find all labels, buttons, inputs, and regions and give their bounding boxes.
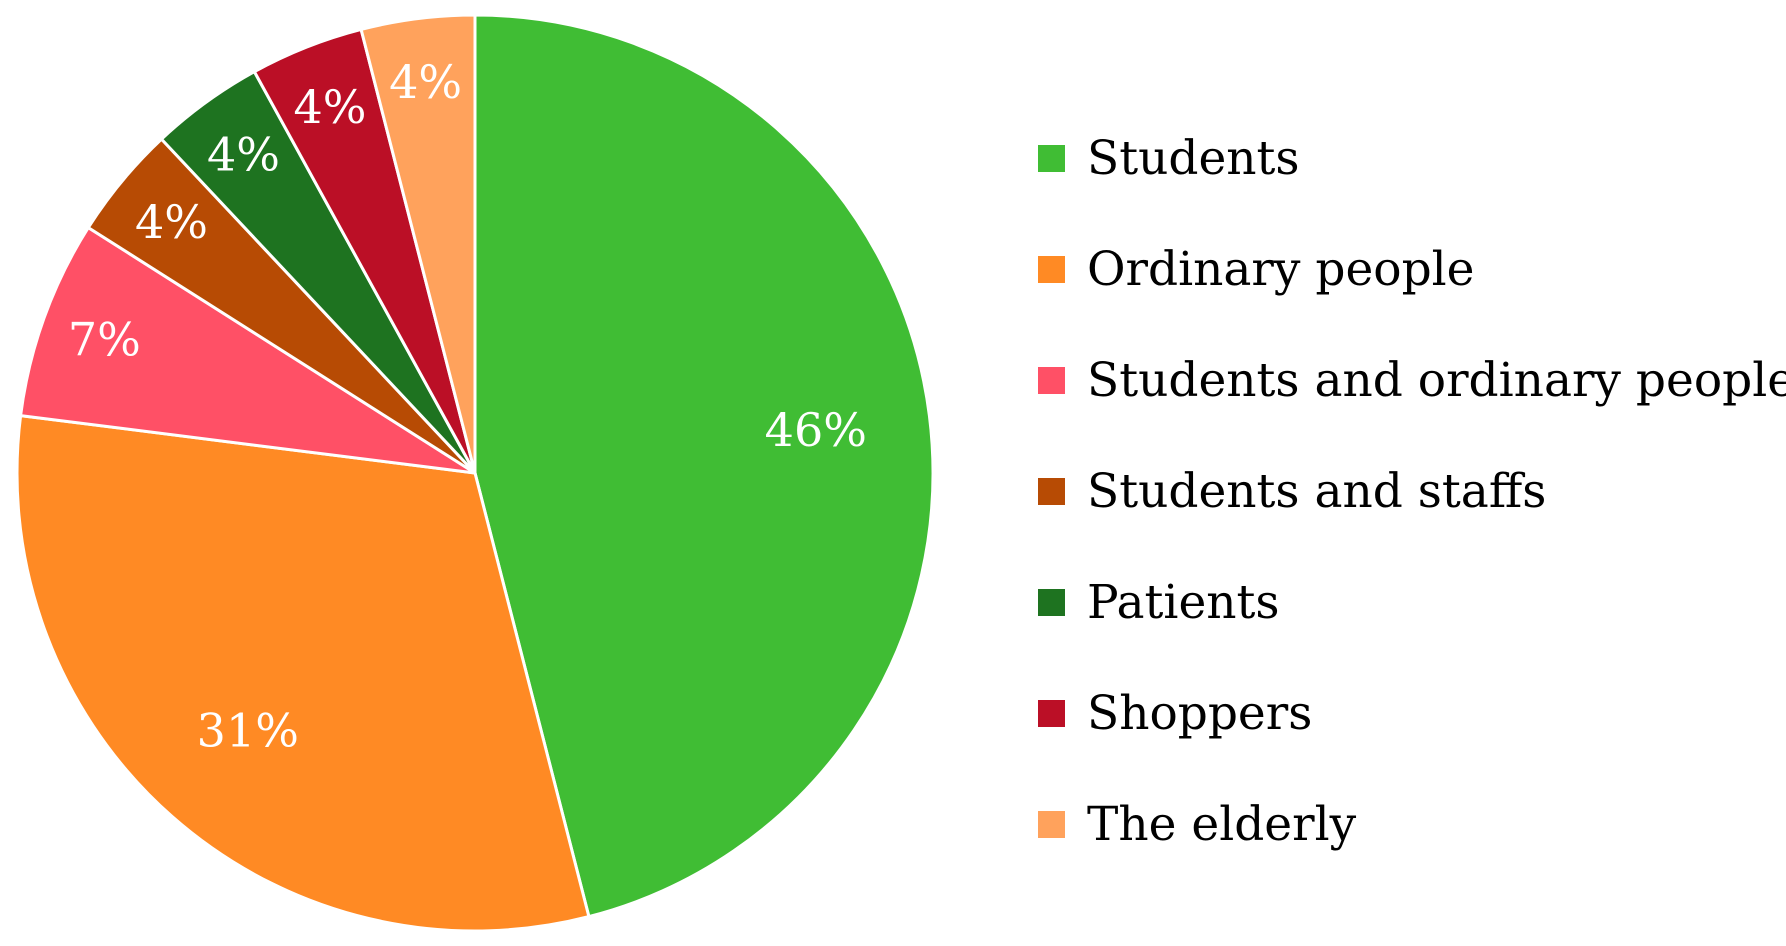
legend-label-patients: Patients — [1087, 575, 1280, 630]
data-label-patients: 4% — [207, 127, 280, 181]
legend-swatch-ordinary-people — [1038, 256, 1065, 283]
legend-label-the-elderly: The elderly — [1087, 797, 1357, 852]
legend-label-students-and-staffs: Students and staffs — [1087, 464, 1547, 519]
legend-item-ordinary-people: Ordinary people — [1038, 214, 1778, 325]
legend-item-students: Students — [1038, 103, 1778, 214]
legend-item-shoppers: Shoppers — [1038, 658, 1778, 769]
legend-label-students-and-ordinary-people: Students and ordinary people — [1087, 353, 1786, 408]
data-label-shoppers: 4% — [294, 80, 367, 134]
data-label-ordinary-people: 31% — [197, 704, 299, 758]
legend: Students Ordinary people Students and ordi… — [1038, 103, 1786, 880]
data-label-the-elderly: 4% — [389, 55, 462, 109]
legend-swatch-students-and-ordinary-people — [1038, 367, 1065, 394]
legend-swatch-shoppers — [1038, 700, 1065, 727]
data-label-students: 46% — [765, 403, 867, 457]
legend-label-shoppers: Shoppers — [1087, 686, 1313, 741]
legend-swatch-the-elderly — [1038, 811, 1065, 838]
legend-label-students: Students — [1087, 131, 1300, 186]
legend-item-students-and-ordinary-people: Students and ordinary people — [1038, 325, 1786, 436]
legend-item-students-and-staffs: Students and staffs — [1038, 436, 1778, 547]
legend-item-the-elderly: The elderly — [1038, 769, 1778, 880]
pie-slice-the-elderly — [359, 13, 477, 475]
legend-swatch-students-and-staffs — [1038, 478, 1065, 505]
legend-swatch-students — [1038, 145, 1065, 172]
legend-swatch-patients — [1038, 589, 1065, 616]
legend-label-ordinary-people: Ordinary people — [1087, 242, 1475, 297]
data-label-students-and-ordinary-people: 7% — [68, 313, 141, 367]
legend-item-patients: Patients — [1038, 547, 1778, 658]
data-label-students-and-staffs: 4% — [135, 195, 208, 249]
pie-slice-students — [473, 13, 935, 919]
pie-slice-ordinary-people — [15, 414, 591, 933]
pie-slice-students-and-ordinary-people — [19, 226, 477, 475]
